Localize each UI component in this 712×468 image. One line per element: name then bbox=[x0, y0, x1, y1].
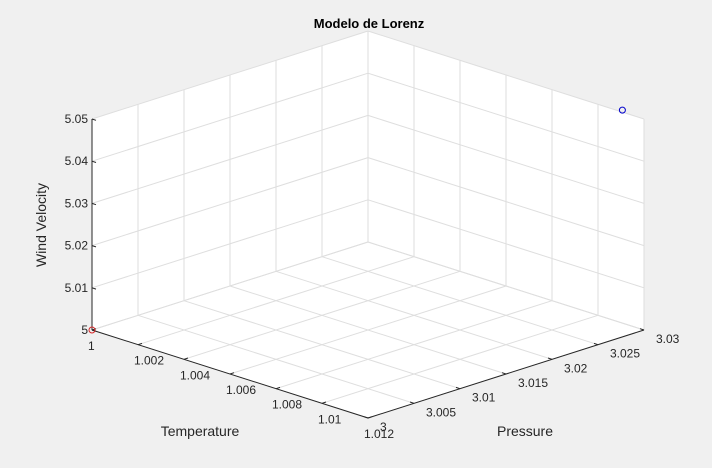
y-tick-label: 3.015 bbox=[518, 376, 548, 390]
gridline-z-right bbox=[367, 157, 645, 247]
z-tick-mark bbox=[91, 160, 97, 163]
y-tick-mark bbox=[455, 386, 461, 390]
x-tick-label: 1.002 bbox=[134, 354, 164, 368]
y-tick-label: 3.03 bbox=[656, 332, 680, 346]
gridline-z-left bbox=[91, 114, 369, 204]
x-tick-mark bbox=[321, 401, 327, 404]
z-tick-label: 5.04 bbox=[65, 154, 89, 168]
y-tick-label: 3.025 bbox=[610, 347, 640, 361]
x-tick-mark bbox=[183, 357, 189, 360]
x-tick-label: 1.008 bbox=[272, 398, 302, 412]
gridline-z-right bbox=[367, 30, 645, 120]
z-axis-label: Wind Velocity bbox=[33, 183, 49, 267]
y-tick-labels: 3 3.005 3.01 3.015 3.02 3.025 3.03 bbox=[380, 332, 680, 434]
y-tick-mark bbox=[501, 372, 507, 375]
data-point-2 bbox=[618, 106, 626, 114]
gridline-z-right bbox=[367, 241, 645, 331]
gridline-y-floor bbox=[137, 314, 415, 404]
z-tick-label: 5.02 bbox=[65, 239, 89, 253]
y-tick-mark bbox=[547, 357, 553, 360]
gridline-y-floor bbox=[275, 270, 553, 360]
y-tick-mark bbox=[409, 401, 415, 404]
z-tick-label: 5.05 bbox=[65, 112, 89, 126]
y-tick-mark bbox=[363, 416, 369, 419]
gridline-z-right bbox=[367, 72, 645, 162]
y-tick-label: 3.005 bbox=[426, 405, 456, 419]
x-tick-mark bbox=[229, 372, 235, 375]
gridline-y-floor bbox=[183, 300, 461, 390]
data-points bbox=[88, 106, 626, 334]
axis-layer bbox=[91, 118, 645, 419]
y-tick-label: 3.02 bbox=[564, 361, 588, 375]
x-tick-label: 1.012 bbox=[364, 427, 394, 441]
z-tick-label: 5.03 bbox=[65, 196, 89, 210]
z-tick-mark bbox=[91, 329, 97, 332]
chart-title: Modelo de Lorenz bbox=[314, 16, 425, 31]
z-tick-labels: 5 5.01 5.02 5.03 5.04 5.05 bbox=[65, 112, 89, 337]
x-tick-label: 1.006 bbox=[226, 383, 256, 397]
x-tick-label: 1.01 bbox=[318, 412, 342, 426]
gridline-y-floor bbox=[229, 285, 507, 375]
y-axis-label: Pressure bbox=[497, 423, 553, 439]
x-tick-labels: 1 1.002 1.004 1.006 1.008 1.01 1.012 bbox=[88, 339, 394, 441]
z-tick-label: 5.01 bbox=[65, 281, 89, 295]
gridline-z-left bbox=[91, 30, 369, 120]
z-tick-mark bbox=[91, 245, 97, 248]
x-axis-label: Temperature bbox=[161, 423, 240, 439]
gridline-z-left bbox=[91, 72, 369, 162]
gridline-z-right bbox=[367, 114, 645, 204]
y-tick-label: 3 bbox=[380, 420, 387, 434]
gridline-z-left bbox=[91, 199, 369, 289]
x-tick-mark bbox=[275, 386, 281, 390]
gridline-y-floor bbox=[321, 256, 599, 346]
x-tick-mark bbox=[137, 342, 143, 346]
z-tick-mark bbox=[91, 202, 97, 206]
x-tick-label: 1.004 bbox=[180, 368, 210, 382]
gridline-z-left bbox=[91, 241, 369, 331]
x-tick-label: 1 bbox=[88, 339, 95, 353]
z-tick-mark bbox=[91, 118, 97, 121]
data-point-1 bbox=[88, 326, 96, 334]
gridline-z-left bbox=[91, 157, 369, 247]
y-tick-mark bbox=[639, 328, 645, 331]
y-tick-label: 3.01 bbox=[472, 391, 496, 405]
y-tick-mark bbox=[593, 342, 599, 346]
z-tick-mark bbox=[91, 287, 97, 290]
gridline-z-right bbox=[367, 199, 645, 289]
x-tick-mark bbox=[367, 416, 373, 419]
z-tick-label: 5 bbox=[81, 323, 88, 337]
